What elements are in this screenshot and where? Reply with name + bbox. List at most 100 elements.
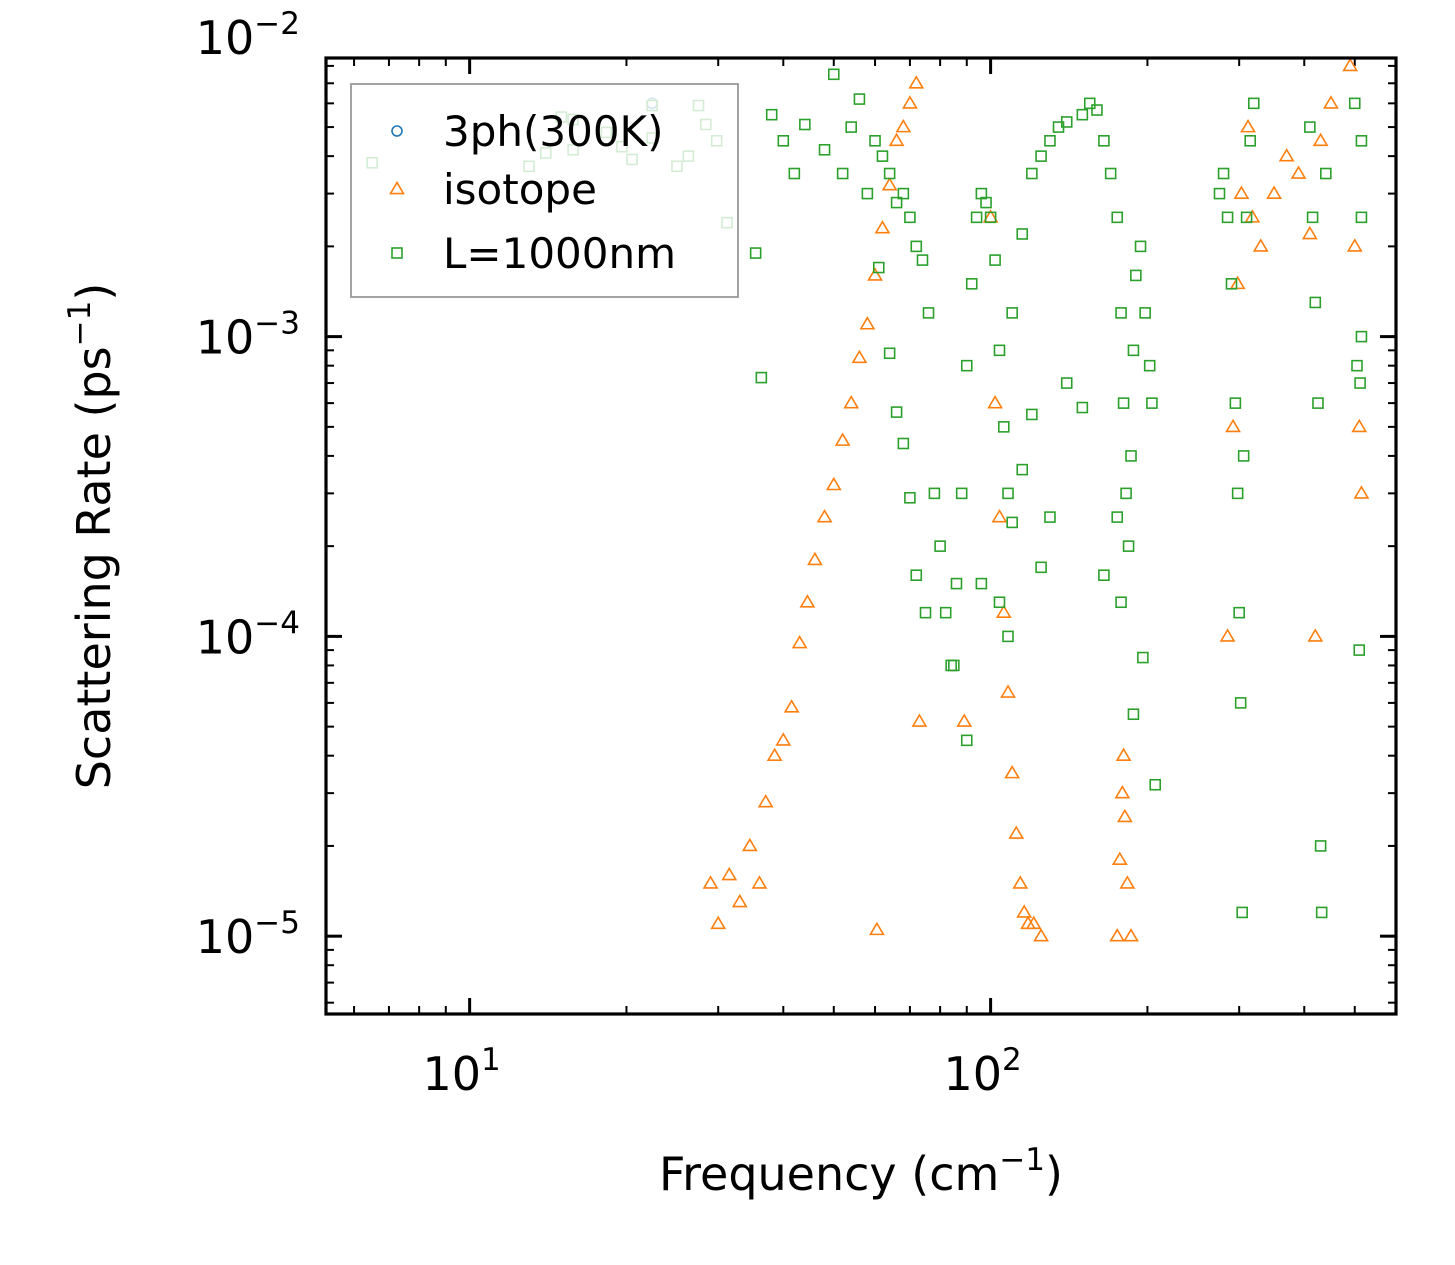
data-point (1115, 307, 1127, 319)
data-point (1233, 606, 1245, 619)
data-point (1351, 418, 1368, 433)
data-point (934, 540, 946, 552)
data-point (975, 577, 988, 590)
data-point (1111, 851, 1128, 865)
data-point (1111, 511, 1124, 523)
data-point (1309, 296, 1322, 309)
data-point (872, 261, 885, 274)
data-point (1229, 275, 1246, 290)
data-point (1354, 377, 1366, 389)
data-point (1098, 134, 1110, 147)
data-point (904, 491, 916, 504)
data-point (853, 93, 866, 105)
data-point (1355, 134, 1368, 147)
data-point (1012, 875, 1029, 889)
legend: 3ph(300K) isotope L=1000nm (350, 83, 739, 298)
data-point (1016, 228, 1029, 240)
data-point (984, 211, 997, 224)
data-point (1111, 211, 1124, 224)
data-point (970, 211, 983, 224)
legend-label-boundary: L=1000nm (443, 229, 676, 278)
data-point (910, 569, 923, 582)
data-point (916, 254, 929, 266)
data-point (851, 349, 868, 364)
data-point (902, 95, 918, 109)
data-point (991, 509, 1008, 523)
data-point (1233, 185, 1250, 199)
data-point (1266, 185, 1282, 199)
data-point (731, 893, 748, 908)
data-point (1117, 397, 1130, 409)
data-point (1025, 915, 1042, 930)
data-point (1355, 211, 1368, 224)
data-point (1247, 97, 1260, 110)
data-point (861, 187, 874, 200)
data-point (883, 167, 896, 180)
data-point (869, 921, 885, 936)
data-point (1240, 119, 1256, 133)
data-point (1353, 485, 1370, 499)
data-point (777, 134, 790, 147)
data-point (939, 606, 952, 619)
data-point (888, 132, 905, 147)
data-point (869, 134, 881, 147)
data-point (993, 596, 1006, 609)
data-point (1035, 561, 1047, 574)
data-point (836, 167, 849, 180)
data-point (1125, 450, 1137, 462)
data-point (997, 421, 1010, 433)
data-point (1060, 116, 1073, 128)
data-point (757, 794, 774, 808)
data-point (1323, 95, 1339, 109)
data-point (807, 551, 823, 566)
data-point (1016, 904, 1033, 918)
data-point (911, 713, 928, 727)
data-point (816, 509, 833, 523)
data-point (1301, 225, 1318, 240)
legend-markers (389, 125, 405, 259)
data-point (721, 866, 738, 881)
data-point (1244, 134, 1257, 147)
data-point (1115, 747, 1132, 762)
data-point (845, 121, 857, 133)
data-point (904, 211, 916, 224)
data-point (1307, 628, 1324, 642)
data-point (876, 150, 889, 162)
data-point (1091, 104, 1103, 116)
y-axis-title: Scattering Rate (ps−1) (62, 283, 121, 790)
data-point (741, 837, 758, 852)
data-point (1231, 487, 1244, 500)
data-point (1114, 785, 1131, 799)
data-point (1229, 397, 1242, 409)
data-point (783, 699, 800, 713)
data-point (825, 476, 842, 491)
data-point (960, 734, 973, 747)
data-point (1060, 377, 1073, 389)
data-point (1004, 764, 1021, 779)
data-point (1123, 928, 1139, 942)
data-point (1353, 644, 1366, 656)
data-point (1016, 463, 1029, 476)
data-point (1083, 97, 1096, 110)
data-point (910, 240, 923, 253)
data-point (1076, 108, 1089, 121)
data-point (867, 267, 883, 281)
data-point (1000, 684, 1016, 698)
data-point (765, 108, 778, 121)
data-point (1217, 167, 1230, 180)
data-point (1219, 628, 1236, 642)
legend-marker-isotope (389, 180, 405, 195)
data-point (1252, 238, 1269, 252)
data-point (1119, 875, 1136, 889)
data-point (1104, 167, 1117, 180)
data-point (1006, 307, 1018, 319)
legend-box (350, 83, 739, 298)
data-point (1225, 278, 1238, 290)
data-point (1351, 359, 1363, 372)
data-point (989, 254, 1001, 266)
data-point (895, 119, 912, 133)
data-point (908, 75, 925, 89)
y-tick-label: 10−3 (196, 306, 300, 365)
